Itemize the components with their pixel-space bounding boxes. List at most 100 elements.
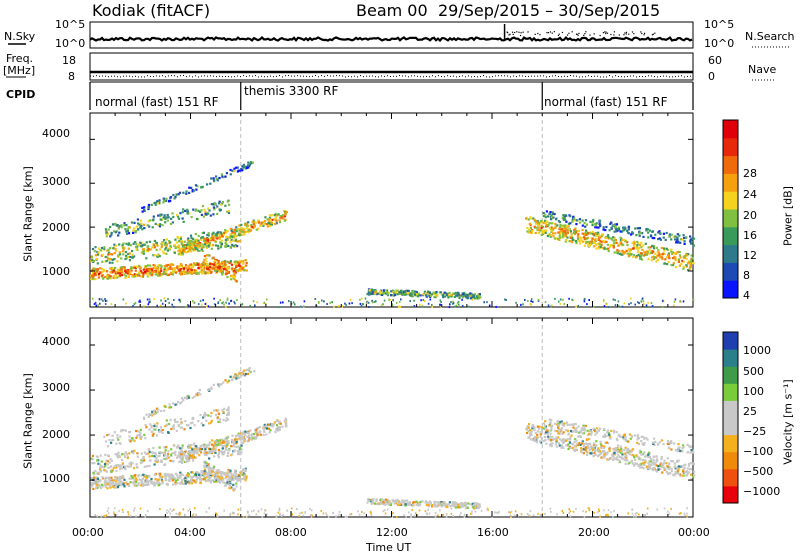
velocity-cell [637,456,640,459]
velocity-cell [128,484,131,487]
power-cell [409,300,411,302]
power-cell [175,193,178,196]
power-cell [622,238,625,241]
velocity-cell [180,459,183,462]
power-cell [127,275,130,278]
power-cell [106,256,109,259]
velocity-cell [221,441,224,444]
power-cell [563,303,566,305]
nave-dot [195,75,196,77]
power-cell [169,245,172,249]
power-cell [233,167,236,170]
power-cell [559,223,562,227]
velocity-cell [186,460,189,463]
power-cell [134,266,137,269]
power-cell [182,220,185,223]
power-cell [184,264,188,267]
power-cell [661,305,664,308]
velocity-cell [119,481,122,484]
power-cell [571,220,574,223]
velocity-cell [179,426,182,429]
power-cell [192,189,196,192]
power-cell [627,232,631,235]
power-cell [164,216,167,219]
power-cell [371,292,374,295]
velocity-cell [653,443,656,447]
power-cell [104,298,106,301]
power-cell [595,247,598,250]
velocity-cell [683,464,686,467]
velocity-cell [598,450,602,453]
power-cell [233,300,235,303]
velocity-cell [531,425,534,428]
power-cell [420,299,422,302]
power-cell [638,227,642,230]
velocity-cell [194,473,197,476]
power-cell [674,298,677,301]
power-cell [198,249,201,252]
power-cell [688,261,691,264]
power-cell [571,241,574,244]
power-cell [225,172,228,175]
power-cell [266,223,269,226]
power-cell [121,244,124,247]
power-cell [127,253,130,256]
velocity-cell [147,448,150,451]
power-cell [154,203,157,206]
power-cell [109,247,112,250]
velocity-cell [226,409,229,412]
power-cell [651,256,654,259]
velocity-cell [140,480,143,483]
velocity-cell [593,442,596,445]
power-cell [616,227,619,230]
power-panel-frame [89,112,694,308]
power-cell [633,244,636,247]
velocity-cell [640,450,643,453]
power-cell [469,294,472,297]
velocity-cell [106,476,109,479]
velocity-cell [236,450,239,453]
velocity-cell [209,415,212,418]
power-cell [640,254,643,257]
power-cell [138,223,141,226]
power-cell [612,224,615,227]
power-cell [504,298,506,301]
power-cell [155,241,158,244]
velocity-cell [208,465,211,468]
power-cell [211,232,214,236]
power-cell [550,234,553,237]
power-cell [143,206,146,209]
velocity-cell [556,429,559,433]
velocity-cell [645,454,648,457]
power-cell [116,268,119,271]
velocity-cell [536,430,539,433]
velocity-cell [229,480,232,483]
velocity-cell [115,442,118,445]
power-cell [422,293,425,296]
velocity-cell [655,455,658,458]
velocity-cell [161,482,164,485]
power-cell [598,247,601,250]
velocity-cell [586,438,589,441]
power-cell [224,245,227,248]
power-cell [165,244,168,247]
velocity-cell [180,397,184,400]
power-cell [200,238,203,241]
power-cell [123,222,126,225]
velocity-cell [600,456,603,459]
power-cell [97,276,100,279]
nave-dot [477,76,478,78]
power-cell [248,164,251,168]
velocity-cell [204,450,207,453]
noise-search-dot [549,31,552,33]
power-cell [154,266,157,269]
noise-search-dot [605,31,607,33]
power-cell [551,304,553,307]
velocity-cell [661,471,664,474]
power-cell [199,270,202,273]
velocity-cell [163,475,167,478]
velocity-cell [218,450,221,453]
noise-search-dot [577,34,579,36]
power-cell [685,265,688,268]
power-cell [221,273,224,276]
